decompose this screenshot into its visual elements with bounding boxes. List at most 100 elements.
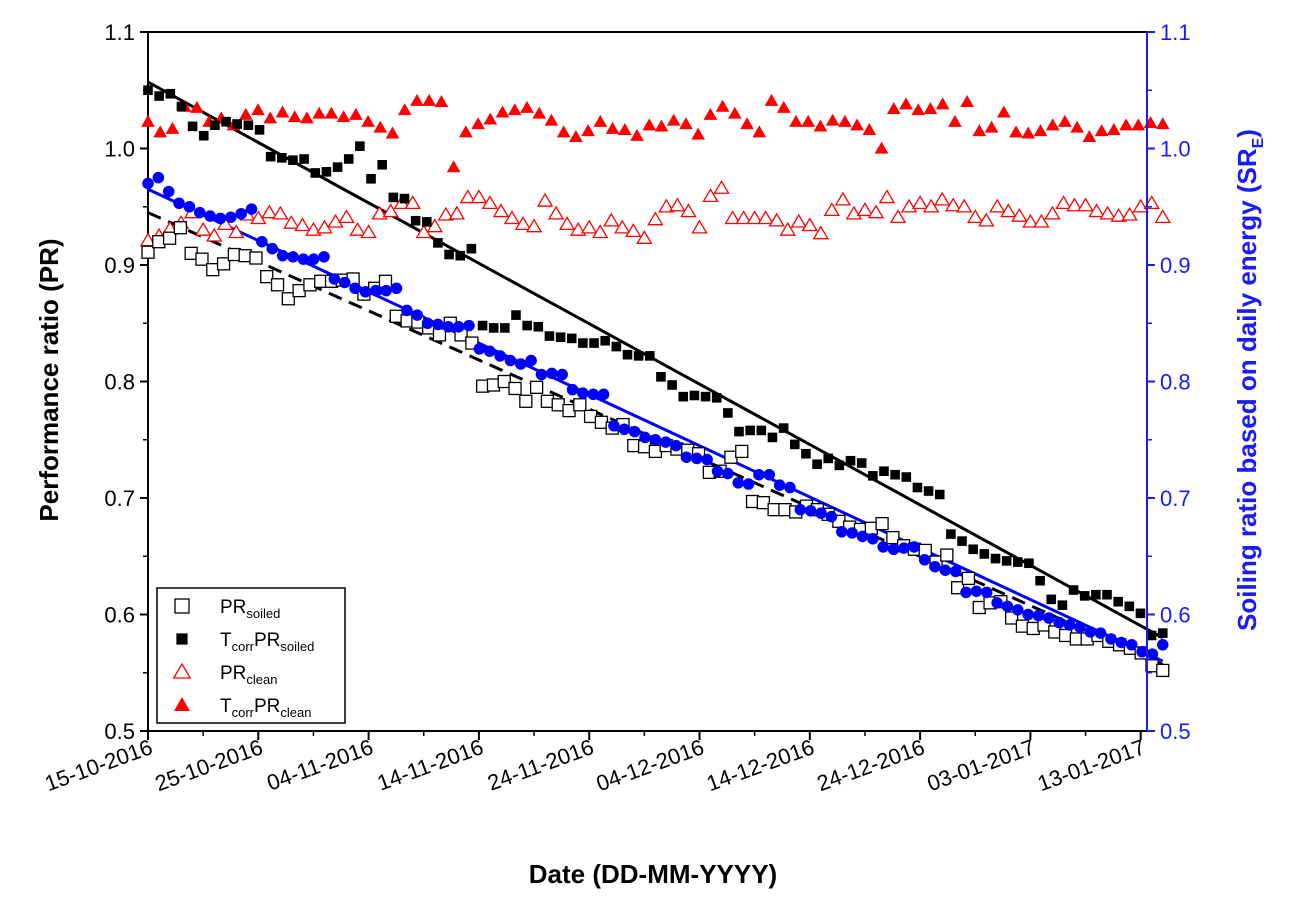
point-prclean [1077,197,1094,212]
point-sre [784,481,796,494]
point-tcorrprclean [850,118,864,131]
point-prclean [812,225,830,240]
point-tcorrprclean [838,114,852,127]
point-tcorrprclean [776,100,791,113]
point-prclean [514,216,532,231]
point-tcorrprclean [385,126,400,139]
point-tcorrprclean [287,110,302,123]
point-sre [1032,609,1045,622]
point-tcorrprsoiled [767,432,778,443]
point-tcorrprsoiled [1135,608,1146,619]
point-tcorrprclean [251,103,265,116]
point-tcorrprsoiled [265,151,276,162]
point-sre [742,478,755,490]
point-sre [804,505,817,517]
point-prsoiled [1004,611,1019,625]
point-tcorrprclean [410,93,424,106]
point-sre [287,251,299,263]
point-tcorrprclean [336,110,351,123]
legend-label-1: TcorrPRsoiled [220,630,314,654]
point-prsoiled [260,269,274,284]
point-sre [929,560,941,573]
point-prsoiled [173,221,188,235]
point-tcorrprsoiled [578,338,588,348]
point-tcorrprclean [642,118,657,131]
point-prclean [592,224,609,239]
point-tcorrprclean [764,93,779,106]
legend-label-3: TcorrPRclean [220,696,311,720]
point-tcorrprsoiled [176,101,187,112]
point-tcorrprclean [1143,116,1158,128]
point-prsoiled [735,444,749,459]
point-sre [618,423,631,436]
point-tcorrprsoiled [232,119,243,129]
x-tick-label: 14-12-2016 [703,734,817,796]
point-tcorrprsoiled [466,243,477,254]
point-tcorrprsoiled [968,544,978,555]
point-sre [898,542,910,554]
point-prsoiled [940,548,954,562]
point-sre [1105,633,1117,645]
point-tcorrprsoiled [1079,591,1090,601]
point-sre [949,565,962,578]
point-tcorrprclean [238,107,253,120]
point-tcorrprclean [581,124,595,137]
point-prsoiled [162,231,177,245]
point-prclean [1121,206,1138,221]
point-tcorrprsoiled [243,120,254,130]
point-prclean [956,198,973,213]
point-tcorrprclean [1107,123,1121,135]
legend-label-sub: soiled [280,639,314,654]
point-tcorrprsoiled [500,323,510,333]
point-prclean [724,210,741,225]
point-tcorrprclean [703,107,718,120]
point-sre [1146,648,1159,660]
point-tcorrprclean [361,114,375,127]
point-sre [711,465,724,477]
point-tcorrprclean [1021,126,1036,139]
point-tcorrprsoiled [377,160,387,170]
point-tcorrprclean [715,99,730,112]
point-sre [680,451,693,463]
x-tick-label: 04-11-2016 [264,734,377,795]
point-tcorrprsoiled [1113,596,1123,607]
point-tcorrprclean [1070,120,1085,133]
point-tcorrprsoiled [221,116,231,127]
point-tcorrprclean [593,114,608,127]
point-tcorrprclean [654,119,669,132]
point-tcorrprsoiled [801,448,811,459]
point-sre [194,206,206,219]
legend-label-sub: clean [246,672,277,687]
point-tcorrprsoiled [756,425,767,436]
point-prclean [558,216,576,231]
trendline-sre-fit [147,187,1164,663]
point-prclean [1011,207,1028,222]
point-sre [970,585,983,597]
point-prclean [944,197,962,212]
legend-label-2: PRclean [220,663,277,687]
point-sre [370,284,382,297]
point-prsoiled [249,251,263,265]
point-sre [556,368,568,381]
point-prclean [349,221,366,236]
point-sre [649,433,662,446]
point-sre [421,317,434,330]
point-sre [401,304,413,317]
legend-label-main: PR [254,696,280,717]
point-tcorrprsoiled [901,472,912,482]
point-prsoiled [1156,663,1170,678]
point-tcorrprsoiled [299,154,309,164]
point-prclean [978,212,995,227]
point-tcorrprsoiled [310,168,321,178]
point-tcorrprsoiled [868,471,878,481]
point-sre [442,320,455,333]
point-sre [256,235,268,248]
point-prclean [603,212,620,227]
point-sre [1043,612,1055,624]
legend-marker-3 [174,697,190,711]
point-sre [628,425,641,438]
point-prclean [371,205,388,220]
point-prclean [1143,195,1160,210]
